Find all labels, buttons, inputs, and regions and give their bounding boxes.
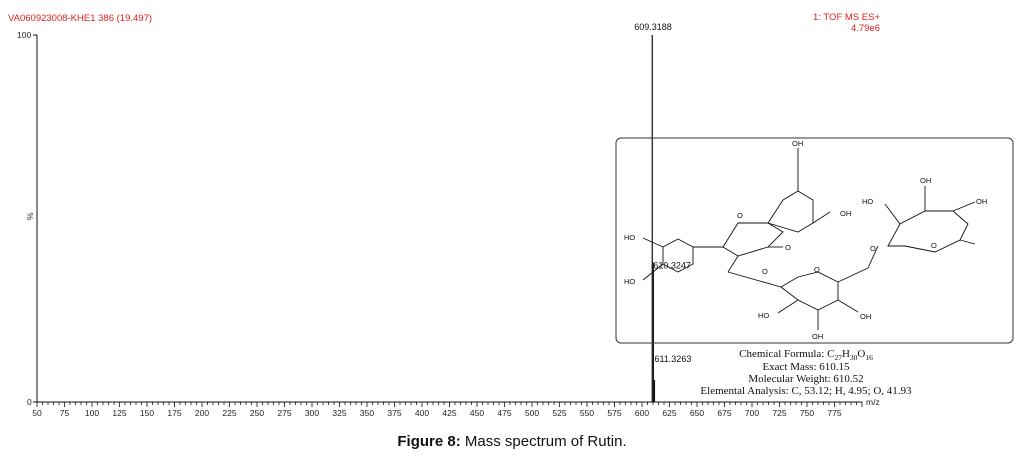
x-tick-label: 750 <box>800 408 814 418</box>
x-tick-label: 375 <box>387 408 401 418</box>
x-tick-label: 200 <box>195 408 209 418</box>
x-tick-label: 250 <box>250 408 264 418</box>
x-tick-label: 425 <box>442 408 456 418</box>
x-tick-label: 575 <box>607 408 621 418</box>
x-tick-label: 675 <box>717 408 731 418</box>
x-tick-label: 500 <box>525 408 539 418</box>
rutin-structure: OH OH O O HO HO O O HO OH OH O HO OH OH … <box>615 137 1014 344</box>
x-tick-label: 275 <box>277 408 291 418</box>
group-link-o: O <box>870 244 876 253</box>
x-tick-label: 350 <box>360 408 374 418</box>
x-tick-label: 450 <box>470 408 484 418</box>
x-axis-label: m/z <box>866 397 880 407</box>
x-tick-label: 175 <box>167 408 181 418</box>
group-rha-oh-top: OH <box>920 176 931 185</box>
x-tick-label: 700 <box>745 408 759 418</box>
x-tick-label: 400 <box>415 408 429 418</box>
group-rha-oh-right: OH <box>976 197 987 206</box>
group-rha-ring-o: O <box>931 241 937 250</box>
x-tick-label: 75 <box>60 408 70 418</box>
group-glc-ring-o: O <box>814 265 820 274</box>
x-tick-label: 725 <box>772 408 786 418</box>
peaks: 609.3188 610.3247 611.3263 <box>634 22 691 402</box>
x-tick-label: 775 <box>827 408 841 418</box>
x-tick-label: 300 <box>305 408 319 418</box>
x-tick-label: 325 <box>332 408 346 418</box>
peak-label: 610.3247 <box>653 261 691 271</box>
exact-mass: Exact Mass: 610.15 <box>762 361 850 373</box>
y-tick-100: 100 <box>17 30 31 40</box>
group-glc-oh-bottom: OH <box>812 332 823 341</box>
caption-label: Figure 8: <box>397 433 461 450</box>
x-tick-label: 150 <box>140 408 154 418</box>
structure-box <box>615 137 1014 344</box>
group-ho-4p: HO <box>624 277 635 286</box>
group-ring-o: O <box>737 211 743 220</box>
elemental-analysis: Elemental Analysis: C, 53.12; H, 4.95; O… <box>700 385 912 397</box>
group-glc-ho: HO <box>758 311 769 320</box>
group-carbonyl: O <box>785 243 791 252</box>
caption-text: Mass spectrum of Rutin. <box>460 433 627 450</box>
x-ticks: 50 75 100 125 150 175 200 225 250 275 300 325 350 375… <box>32 402 863 418</box>
group-oh-5: OH <box>840 209 851 218</box>
peak-label: 611.3263 <box>654 354 691 364</box>
x-tick-label: 100 <box>85 408 99 418</box>
mode-label: 1: TOF MS ES+ <box>813 12 880 23</box>
figure-caption: Figure 8: Mass spectrum of Rutin. <box>0 433 1024 450</box>
group-glc-oh-right: OH <box>860 312 871 321</box>
group-oh-top: OH <box>792 139 803 148</box>
x-tick-label: 50 <box>32 408 42 418</box>
x-tick-label: 625 <box>662 408 676 418</box>
group-glc-o: O <box>762 267 768 276</box>
peak-label: 609.3188 <box>634 22 672 32</box>
x-tick-label: 525 <box>552 408 566 418</box>
x-tick-label: 550 <box>580 408 594 418</box>
sample-id: VA060923008-KHE1 386 (19.497) <box>8 13 152 24</box>
molecular-weight: Molecular Weight: 610.52 <box>748 373 863 385</box>
group-rha-ho: HO <box>862 197 873 206</box>
x-tick-label: 650 <box>690 408 704 418</box>
y-axis-label: % <box>25 212 35 220</box>
intensity-label: 4.79e6 <box>851 23 880 34</box>
group-ho-3p: HO <box>624 233 635 242</box>
x-tick-label: 225 <box>222 408 236 418</box>
x-tick-label: 600 <box>635 408 649 418</box>
y-tick-0: 0 <box>27 397 32 407</box>
chemical-formula: Chemical Formula: C27H30O16 <box>739 348 873 362</box>
x-tick-label: 125 <box>112 408 126 418</box>
x-tick-label: 475 <box>497 408 511 418</box>
